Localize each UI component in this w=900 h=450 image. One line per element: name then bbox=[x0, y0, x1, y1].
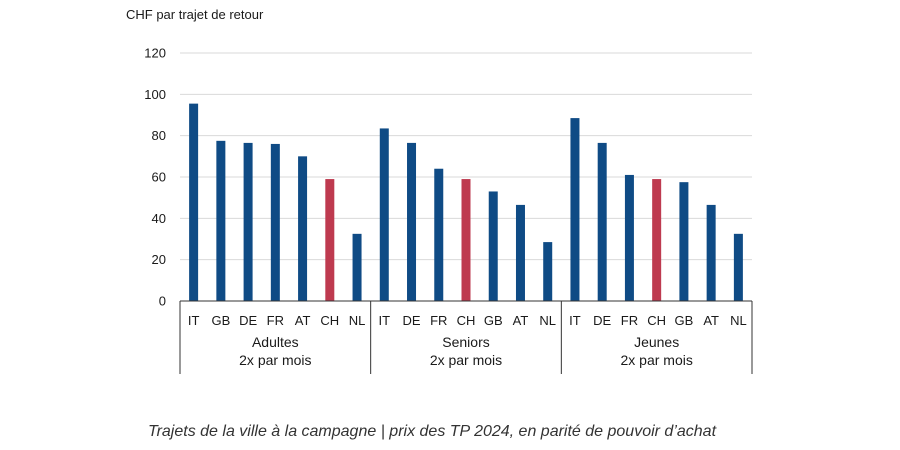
group-sublabel: 2x par mois bbox=[239, 352, 311, 368]
category-label: NL bbox=[539, 313, 556, 328]
bar-jeunes-gb bbox=[679, 182, 689, 301]
category-label: CH bbox=[320, 313, 339, 328]
category-label: FR bbox=[621, 313, 638, 328]
bar-jeunes-de bbox=[597, 142, 607, 301]
category-label: CH bbox=[647, 313, 666, 328]
category-label: AT bbox=[703, 313, 719, 328]
group-label: Jeunes bbox=[634, 334, 679, 350]
category-label: IT bbox=[569, 313, 581, 328]
group-label: Adultes bbox=[252, 334, 299, 350]
category-label: DE bbox=[593, 313, 611, 328]
y-tick-label: 100 bbox=[144, 87, 166, 102]
bar-seniors-de bbox=[407, 142, 417, 301]
y-tick-label: 120 bbox=[144, 46, 166, 61]
bar-jeunes-nl bbox=[733, 233, 743, 301]
group-labels: Adultes 2x par mois Seniors 2x par mois Jeun… bbox=[239, 334, 693, 368]
y-axis-unit-label: CHF par trajet de retour bbox=[126, 7, 264, 22]
category-label: CH bbox=[457, 313, 476, 328]
bar-seniors-at bbox=[515, 204, 525, 301]
y-tick-label: 60 bbox=[152, 170, 166, 185]
y-tick-label: 20 bbox=[152, 252, 166, 267]
bar-seniors-gb bbox=[488, 191, 498, 301]
group-label: Seniors bbox=[442, 334, 489, 350]
bar-adultes-it bbox=[189, 103, 199, 301]
category-label: GB bbox=[675, 313, 694, 328]
bar-adultes-nl bbox=[352, 233, 362, 301]
category-label: NL bbox=[730, 313, 747, 328]
category-label: NL bbox=[349, 313, 366, 328]
bar-adultes-ch bbox=[325, 179, 335, 301]
bars bbox=[189, 103, 743, 301]
y-axis-ticks: 0 20 40 60 80 100 120 bbox=[144, 46, 166, 309]
category-label: DE bbox=[402, 313, 420, 328]
bar-jeunes-ch bbox=[652, 179, 662, 301]
y-tick-label: 80 bbox=[152, 128, 166, 143]
bar-jeunes-at bbox=[706, 204, 716, 301]
bar-jeunes-fr bbox=[624, 174, 634, 301]
category-label: DE bbox=[239, 313, 257, 328]
category-label: AT bbox=[513, 313, 529, 328]
category-label: IT bbox=[379, 313, 391, 328]
chart-caption: Trajets de la ville à la campagne | prix… bbox=[148, 423, 717, 440]
group-sublabel: 2x par mois bbox=[620, 352, 692, 368]
bar-seniors-nl bbox=[543, 242, 553, 301]
y-tick-label: 40 bbox=[152, 211, 166, 226]
bar-adultes-gb bbox=[216, 140, 226, 301]
y-tick-label: 0 bbox=[159, 294, 166, 309]
category-label: GB bbox=[211, 313, 230, 328]
bar-seniors-ch bbox=[461, 179, 471, 301]
category-labels: IT GB DE FR AT CH NL IT DE FR CH GB AT NL IT DE FR CH GB AT… bbox=[188, 313, 747, 328]
bar-seniors-it bbox=[379, 128, 389, 301]
bar-seniors-fr bbox=[434, 168, 444, 301]
category-label: IT bbox=[188, 313, 200, 328]
bar-adultes-at bbox=[298, 156, 308, 301]
bar-adultes-de bbox=[243, 142, 253, 301]
group-sublabel: 2x par mois bbox=[430, 352, 502, 368]
x-axis bbox=[179, 300, 753, 374]
bar-adultes-fr bbox=[270, 143, 280, 301]
category-label: AT bbox=[295, 313, 311, 328]
category-label: FR bbox=[430, 313, 447, 328]
category-label: FR bbox=[267, 313, 284, 328]
category-label: GB bbox=[484, 313, 503, 328]
bar-jeunes-it bbox=[570, 118, 580, 301]
